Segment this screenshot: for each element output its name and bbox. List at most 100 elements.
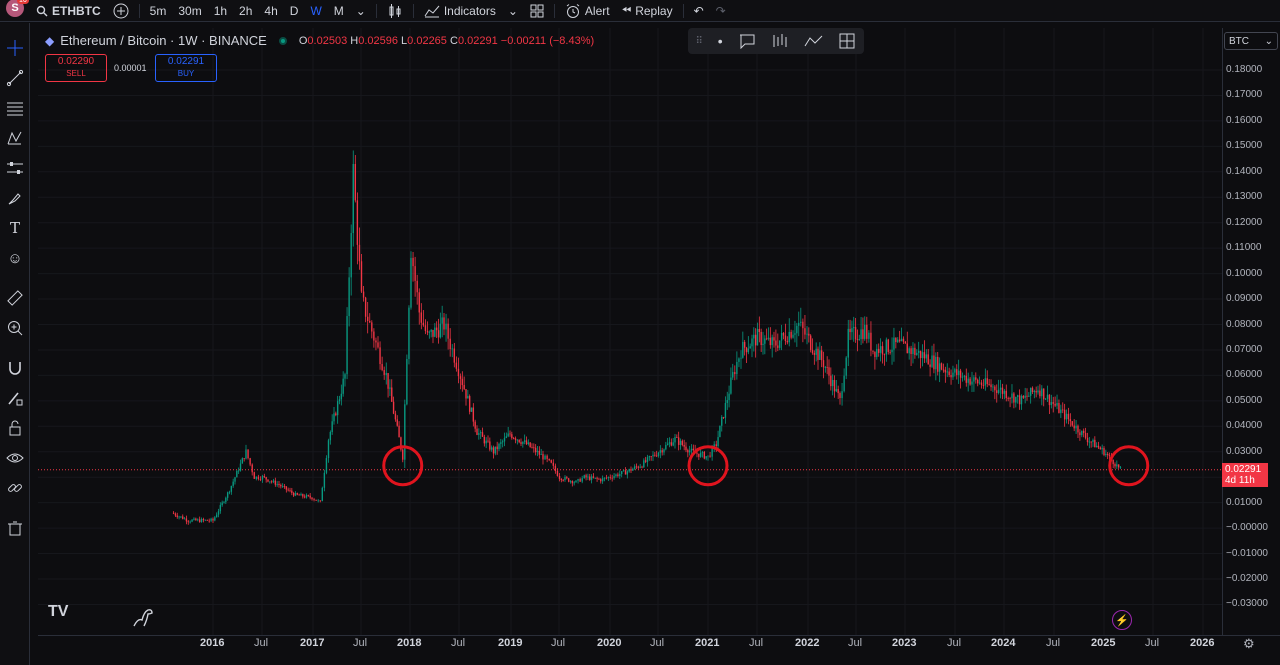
alert-button[interactable]: Alert bbox=[559, 0, 616, 22]
chart-type-button[interactable] bbox=[381, 0, 409, 22]
brush-tool[interactable] bbox=[4, 187, 26, 209]
user-avatar[interactable]: S 16 bbox=[0, 0, 30, 22]
emoji-tool[interactable]: ☺ bbox=[4, 247, 26, 269]
candle-body bbox=[369, 321, 371, 323]
text-tool[interactable]: T bbox=[4, 217, 26, 239]
candle-body bbox=[1039, 390, 1041, 397]
candle-body bbox=[1114, 464, 1116, 467]
interval-1h[interactable]: 1h bbox=[213, 3, 228, 18]
gear-icon[interactable]: ⚙ bbox=[1243, 636, 1255, 651]
price-tag-countdown: 4d 11h bbox=[1225, 475, 1255, 486]
undo-button[interactable]: ↶ bbox=[688, 0, 710, 22]
candle-body bbox=[864, 324, 866, 339]
interval-30m[interactable]: 30m bbox=[178, 3, 202, 18]
callout-icon[interactable] bbox=[738, 33, 756, 49]
forecast-tool[interactable] bbox=[4, 157, 26, 179]
candle-body bbox=[1103, 448, 1105, 455]
interval-4h[interactable]: 4h bbox=[264, 3, 278, 18]
x-tick-label: Jul bbox=[650, 637, 665, 649]
magnet-tool[interactable] bbox=[4, 357, 26, 379]
candle-body bbox=[923, 352, 926, 359]
crosshair-tool[interactable] bbox=[4, 37, 26, 59]
trendline-tool[interactable] bbox=[4, 67, 26, 89]
tradingview-logo-icon[interactable]: TV bbox=[48, 603, 69, 620]
candle-body bbox=[1095, 445, 1098, 448]
candle-body bbox=[633, 466, 636, 469]
candle-body bbox=[775, 340, 777, 346]
market-status-dot[interactable] bbox=[278, 36, 287, 45]
buy-label: BUY bbox=[177, 69, 195, 78]
dinosaur-icon[interactable] bbox=[132, 606, 156, 628]
interval-dropdown[interactable]: ⌄ bbox=[350, 0, 372, 22]
candle-body bbox=[313, 499, 315, 500]
interval-5m[interactable]: 5m bbox=[149, 3, 167, 18]
candle-body bbox=[562, 480, 564, 481]
redo-button[interactable]: ↷ bbox=[710, 0, 732, 22]
bars-icon[interactable] bbox=[771, 33, 789, 49]
delete-tool[interactable] bbox=[4, 517, 26, 539]
dot-icon[interactable]: • bbox=[717, 33, 723, 49]
currency-selector[interactable]: BTC ⌄ bbox=[1224, 32, 1278, 50]
candle-body bbox=[1050, 402, 1053, 406]
replay-button[interactable]: ⏪︎ Replay bbox=[616, 0, 679, 22]
candle-body bbox=[208, 520, 210, 522]
sell-button[interactable]: 0.02290 SELL bbox=[45, 54, 107, 82]
time-axis[interactable] bbox=[38, 635, 1280, 657]
candle-body bbox=[206, 519, 208, 521]
candle-body bbox=[811, 349, 814, 354]
layouts-button[interactable] bbox=[524, 0, 550, 22]
pattern-tool[interactable] bbox=[4, 127, 26, 149]
annotation-circle[interactable] bbox=[1108, 445, 1150, 487]
crosshair-icon bbox=[7, 40, 23, 56]
candle-body bbox=[214, 517, 216, 521]
candle-body bbox=[984, 378, 987, 386]
candle-body bbox=[550, 460, 552, 463]
hide-drawings-tool[interactable] bbox=[4, 447, 26, 469]
measure-tool[interactable] bbox=[4, 287, 26, 309]
candle-body bbox=[236, 470, 238, 478]
legend-title[interactable]: Ethereum / Bitcoin · 1W · BINANCE bbox=[60, 33, 267, 48]
candle-body bbox=[954, 369, 956, 373]
candle-body bbox=[701, 452, 704, 453]
open-label: O bbox=[298, 34, 308, 47]
indicators-button[interactable]: Indicators bbox=[418, 0, 502, 22]
stay-drawing-tool[interactable] bbox=[4, 387, 26, 409]
candle-body bbox=[841, 391, 843, 399]
candle-body bbox=[278, 483, 280, 485]
fib-tool[interactable] bbox=[4, 97, 26, 119]
link-tool[interactable] bbox=[4, 477, 26, 499]
candle-body bbox=[496, 446, 498, 450]
path-icon[interactable] bbox=[804, 33, 824, 49]
buy-button[interactable]: 0.02291 BUY bbox=[155, 54, 217, 82]
interval-2h[interactable]: 2h bbox=[239, 3, 253, 18]
interval-w[interactable]: W bbox=[310, 3, 322, 18]
compare-button[interactable] bbox=[107, 0, 135, 22]
lock-drawings-tool[interactable] bbox=[4, 417, 26, 439]
interval-m[interactable]: M bbox=[333, 3, 344, 18]
candle-body bbox=[657, 452, 660, 456]
candle-body bbox=[544, 455, 546, 460]
candle-body bbox=[283, 486, 286, 487]
drag-handle-icon[interactable]: ⠿ bbox=[695, 35, 703, 47]
interval-d[interactable]: D bbox=[289, 3, 299, 18]
annotation-circle[interactable] bbox=[687, 445, 729, 487]
frame-icon[interactable] bbox=[838, 32, 856, 50]
price-chart[interactable] bbox=[38, 28, 1222, 635]
x-tick-label: Jul bbox=[254, 637, 269, 649]
sliders-icon bbox=[7, 162, 23, 174]
indicators-dropdown[interactable]: ⌄ bbox=[502, 0, 524, 22]
annotation-circle[interactable] bbox=[382, 445, 424, 487]
candle-body bbox=[1056, 402, 1058, 406]
zoom-tool[interactable] bbox=[4, 317, 26, 339]
candle-body bbox=[257, 476, 260, 479]
candle-body bbox=[743, 341, 746, 348]
price-axis[interactable] bbox=[1222, 28, 1280, 635]
candle-body bbox=[940, 363, 943, 370]
symbol-search[interactable]: ETHBTC bbox=[30, 0, 107, 22]
lightning-icon[interactable]: ⚡ bbox=[1112, 610, 1132, 630]
candle-body bbox=[204, 519, 207, 521]
candle-body bbox=[853, 327, 855, 329]
candle-body bbox=[910, 348, 912, 355]
candle-body bbox=[538, 450, 541, 455]
alarm-clock-icon bbox=[566, 3, 580, 18]
